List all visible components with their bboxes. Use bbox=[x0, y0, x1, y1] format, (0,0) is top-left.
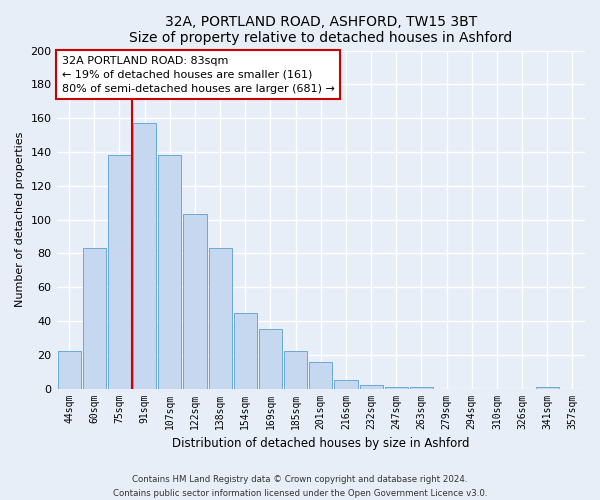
Bar bbox=[359, 385, 383, 388]
Bar bbox=[284, 352, 307, 389]
Text: 32A PORTLAND ROAD: 83sqm
← 19% of detached houses are smaller (161)
80% of semi-: 32A PORTLAND ROAD: 83sqm ← 19% of detach… bbox=[62, 56, 335, 94]
Bar bbox=[309, 362, 332, 388]
Title: 32A, PORTLAND ROAD, ASHFORD, TW15 3BT
Size of property relative to detached hous: 32A, PORTLAND ROAD, ASHFORD, TW15 3BT Si… bbox=[129, 15, 512, 45]
Y-axis label: Number of detached properties: Number of detached properties bbox=[15, 132, 25, 307]
Text: Contains HM Land Registry data © Crown copyright and database right 2024.
Contai: Contains HM Land Registry data © Crown c… bbox=[113, 476, 487, 498]
Bar bbox=[536, 387, 559, 388]
Bar bbox=[58, 352, 80, 389]
Bar bbox=[108, 156, 131, 388]
Bar bbox=[83, 248, 106, 388]
Bar bbox=[158, 156, 181, 388]
Bar bbox=[334, 380, 358, 388]
Bar bbox=[385, 387, 408, 388]
Bar bbox=[410, 387, 433, 388]
Bar bbox=[209, 248, 232, 388]
Bar bbox=[184, 214, 206, 388]
Bar bbox=[133, 123, 156, 388]
Bar bbox=[259, 330, 282, 388]
Bar bbox=[234, 312, 257, 388]
X-axis label: Distribution of detached houses by size in Ashford: Distribution of detached houses by size … bbox=[172, 437, 470, 450]
